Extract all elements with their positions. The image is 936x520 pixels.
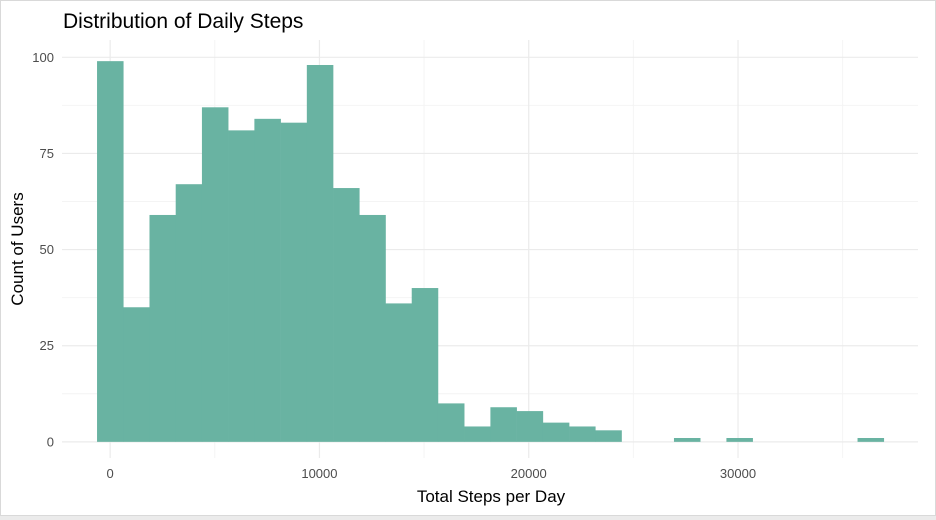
histogram-bar: [281, 123, 308, 442]
y-axis-title: Count of Users: [8, 192, 27, 305]
y-tick-label: 100: [32, 50, 54, 65]
histogram-bar: [333, 188, 360, 442]
y-tick-label: 75: [40, 146, 54, 161]
histogram-bar: [386, 303, 413, 441]
y-tick-label: 0: [47, 434, 54, 449]
y-tick-label: 50: [40, 242, 54, 257]
histogram-bar: [254, 119, 281, 442]
histogram-bar: [97, 61, 124, 442]
histogram-bar: [595, 430, 622, 442]
histogram-bar: [543, 423, 570, 442]
histogram-bar: [202, 107, 229, 442]
histogram-bar: [464, 426, 491, 441]
histogram-bar: [438, 403, 465, 441]
histogram-bar: [412, 288, 439, 442]
histogram-bar: [123, 307, 150, 442]
x-axis-title: Total Steps per Day: [417, 487, 566, 506]
histogram-bar: [674, 438, 701, 442]
histogram-bar: [726, 438, 753, 442]
histogram-bar: [858, 438, 885, 442]
histogram-bars: [97, 61, 884, 442]
histogram-bar: [359, 215, 386, 442]
histogram-bar: [569, 426, 596, 441]
x-tick-label: 10000: [301, 466, 337, 481]
histogram-bar: [490, 407, 517, 442]
x-tick-label: 0: [107, 466, 114, 481]
histogram-bar: [149, 215, 176, 442]
x-tick-label: 20000: [511, 466, 547, 481]
histogram-bar: [228, 130, 255, 441]
histogram-bar: [176, 184, 203, 442]
y-tick-labels: 0 25 50 75 100: [32, 50, 54, 450]
histogram-bar: [307, 65, 334, 442]
x-tick-label: 30000: [720, 466, 756, 481]
y-tick-label: 25: [40, 338, 54, 353]
x-tick-labels: 0 10000 20000 30000: [107, 466, 757, 481]
histogram-bar: [517, 411, 544, 442]
